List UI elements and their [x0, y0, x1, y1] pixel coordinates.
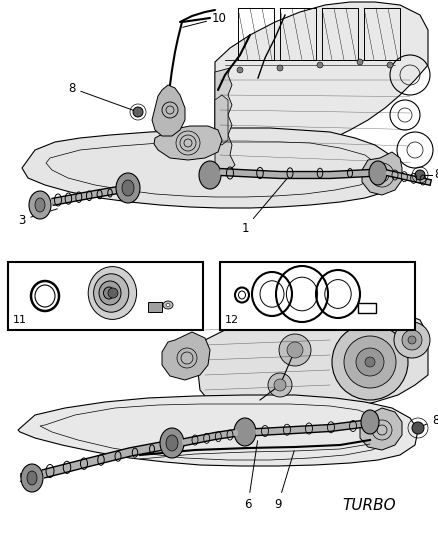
Circle shape [274, 379, 286, 391]
Ellipse shape [163, 301, 173, 309]
Circle shape [415, 170, 425, 180]
Bar [280, 8, 316, 60]
Polygon shape [152, 85, 185, 136]
Text: 1: 1 [241, 177, 288, 235]
Circle shape [408, 336, 416, 344]
Text: 11: 11 [13, 315, 27, 325]
Polygon shape [162, 332, 210, 380]
Circle shape [365, 357, 375, 367]
Circle shape [277, 65, 283, 71]
Text: 8: 8 [420, 414, 438, 427]
Text: TURBO: TURBO [342, 497, 396, 513]
Text: 6: 6 [244, 441, 258, 511]
Circle shape [324, 312, 336, 324]
Ellipse shape [122, 180, 134, 196]
Bar [364, 8, 400, 60]
Circle shape [279, 334, 311, 366]
Ellipse shape [103, 287, 114, 299]
Text: 8: 8 [68, 82, 135, 111]
Circle shape [317, 62, 323, 68]
Polygon shape [22, 128, 400, 208]
Ellipse shape [199, 161, 221, 189]
Circle shape [344, 336, 396, 388]
Ellipse shape [116, 173, 140, 203]
Text: 8: 8 [434, 168, 438, 182]
Circle shape [237, 67, 243, 73]
Polygon shape [360, 408, 402, 450]
Polygon shape [215, 95, 228, 145]
Ellipse shape [27, 471, 37, 485]
Ellipse shape [21, 464, 43, 492]
Ellipse shape [361, 410, 379, 434]
Ellipse shape [166, 303, 170, 306]
Ellipse shape [99, 281, 121, 305]
Circle shape [318, 306, 342, 330]
Polygon shape [18, 395, 418, 466]
Ellipse shape [160, 428, 184, 458]
Circle shape [357, 59, 363, 65]
Circle shape [356, 348, 384, 376]
Polygon shape [215, 68, 235, 172]
Ellipse shape [166, 435, 178, 451]
Ellipse shape [94, 274, 129, 312]
Bar [238, 8, 274, 60]
Circle shape [387, 62, 393, 68]
Text: 9: 9 [274, 451, 294, 511]
Text: 10: 10 [183, 12, 227, 27]
Ellipse shape [369, 161, 387, 185]
Text: 5: 5 [18, 469, 52, 484]
Circle shape [108, 288, 118, 298]
Text: 3: 3 [18, 209, 57, 227]
Polygon shape [215, 2, 428, 172]
Bar [8, 262, 203, 330]
Circle shape [133, 107, 143, 117]
Polygon shape [154, 126, 222, 160]
Circle shape [332, 324, 408, 400]
Polygon shape [198, 308, 428, 415]
Circle shape [287, 342, 303, 358]
Bar [358, 303, 376, 313]
Circle shape [394, 322, 430, 358]
Circle shape [402, 330, 422, 350]
Bar [148, 302, 162, 312]
Ellipse shape [35, 198, 45, 212]
Circle shape [268, 373, 292, 397]
Bar [322, 8, 358, 60]
Text: 12: 12 [225, 315, 239, 325]
Polygon shape [362, 152, 402, 195]
Ellipse shape [88, 266, 137, 319]
Circle shape [412, 422, 424, 434]
Ellipse shape [234, 418, 256, 446]
Bar [220, 262, 415, 330]
Ellipse shape [29, 191, 51, 219]
